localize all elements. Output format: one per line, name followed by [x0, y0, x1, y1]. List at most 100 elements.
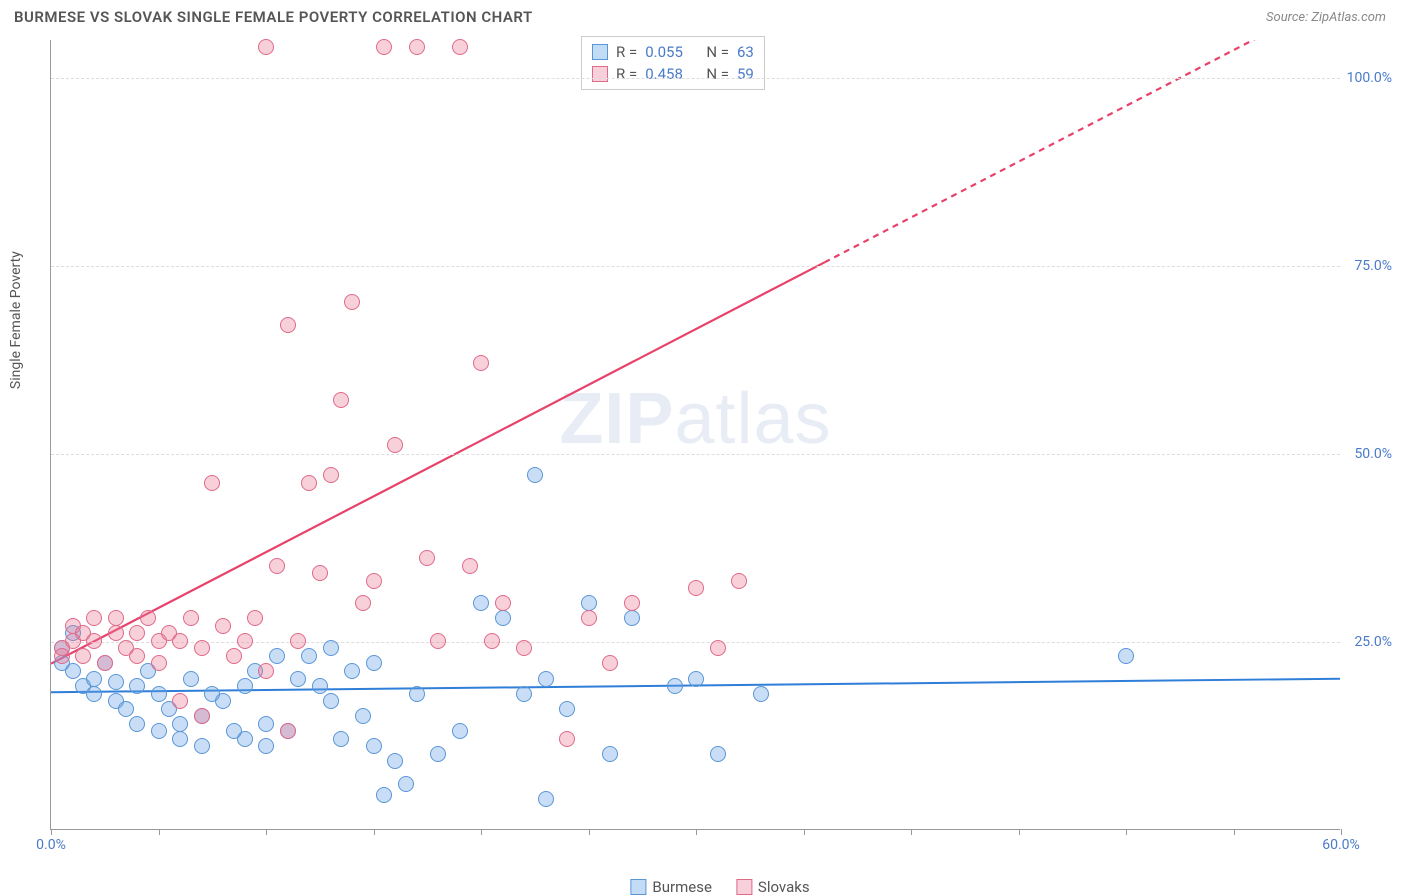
scatter-point	[344, 294, 360, 310]
scatter-point	[624, 595, 640, 611]
scatter-point	[215, 693, 231, 709]
scatter-point	[301, 648, 317, 664]
legend-stats-box: R =0.055 N =63R =0.458 N =59	[581, 36, 765, 90]
legend-label: Burmese	[652, 878, 712, 896]
scatter-point	[54, 648, 70, 664]
scatter-point	[430, 633, 446, 649]
scatter-point	[86, 671, 102, 687]
x-tick	[589, 829, 590, 835]
scatter-point	[1118, 648, 1134, 664]
scatter-point	[151, 723, 167, 739]
scatter-point	[581, 610, 597, 626]
x-tick	[481, 829, 482, 835]
scatter-point	[559, 701, 575, 717]
scatter-point	[258, 716, 274, 732]
scatter-point	[333, 392, 349, 408]
scatter-point	[602, 655, 618, 671]
scatter-point	[753, 686, 769, 702]
scatter-point	[710, 640, 726, 656]
scatter-point	[65, 663, 81, 679]
scatter-point	[108, 610, 124, 626]
scatter-point	[398, 776, 414, 792]
legend-swatch	[592, 44, 608, 60]
legend-swatch	[736, 879, 752, 895]
scatter-point	[151, 686, 167, 702]
scatter-point	[172, 633, 188, 649]
scatter-point	[688, 580, 704, 596]
scatter-point	[194, 738, 210, 754]
y-tick-label: 100.0%	[1347, 70, 1392, 86]
scatter-point	[108, 625, 124, 641]
scatter-point	[409, 686, 425, 702]
legend-item: Slovaks	[736, 878, 810, 896]
scatter-point	[495, 595, 511, 611]
scatter-point	[258, 39, 274, 55]
y-tick-label: 75.0%	[1354, 258, 1392, 274]
scatter-point	[290, 633, 306, 649]
scatter-point	[151, 655, 167, 671]
scatter-point	[237, 678, 253, 694]
x-tick	[266, 829, 267, 835]
scatter-point	[172, 693, 188, 709]
scatter-point	[387, 753, 403, 769]
gridline	[51, 454, 1340, 455]
scatter-point	[204, 475, 220, 491]
scatter-point	[140, 610, 156, 626]
scatter-point	[269, 648, 285, 664]
scatter-point	[333, 731, 349, 747]
scatter-point	[484, 633, 500, 649]
scatter-point	[559, 731, 575, 747]
y-tick-label: 25.0%	[1354, 634, 1392, 650]
scatter-point	[387, 437, 403, 453]
scatter-point	[312, 678, 328, 694]
y-axis-label: Single Female Poverty	[8, 251, 24, 389]
scatter-point	[376, 39, 392, 55]
trendline-dashed	[824, 40, 1340, 262]
r-value: 0.055	[645, 43, 683, 61]
scatter-point	[462, 558, 478, 574]
scatter-point	[183, 610, 199, 626]
scatter-point	[516, 640, 532, 656]
source-attribution: Source: ZipAtlas.com	[1266, 10, 1386, 25]
scatter-point	[452, 39, 468, 55]
r-label: R =	[616, 43, 637, 61]
scatter-point	[366, 655, 382, 671]
chart-title: BURMESE VS SLOVAK SINGLE FEMALE POVERTY …	[14, 8, 533, 26]
scatter-point	[344, 663, 360, 679]
scatter-point	[290, 671, 306, 687]
scatter-point	[581, 595, 597, 611]
y-tick-label: 50.0%	[1354, 446, 1392, 462]
scatter-point	[226, 648, 242, 664]
scatter-point	[516, 686, 532, 702]
scatter-point	[710, 746, 726, 762]
x-tick-label: 60.0%	[1322, 837, 1360, 853]
scatter-point	[280, 723, 296, 739]
x-tick	[159, 829, 160, 835]
scatter-point	[301, 475, 317, 491]
scatter-point	[667, 678, 683, 694]
scatter-point	[237, 731, 253, 747]
scatter-point	[376, 787, 392, 803]
n-label: N =	[706, 43, 729, 61]
scatter-point	[269, 558, 285, 574]
scatter-point	[624, 610, 640, 626]
legend-bottom: Burmese Slovaks	[630, 878, 809, 896]
legend-swatch	[592, 66, 608, 82]
scatter-point	[194, 640, 210, 656]
scatter-point	[473, 595, 489, 611]
scatter-point	[323, 640, 339, 656]
scatter-point	[452, 723, 468, 739]
chart-container: Single Female Poverty ZIPatlas R =0.055 …	[50, 40, 1390, 860]
scatter-point	[108, 674, 124, 690]
scatter-point	[237, 633, 253, 649]
scatter-point	[86, 686, 102, 702]
scatter-point	[419, 550, 435, 566]
scatter-point	[430, 746, 446, 762]
x-tick	[1234, 829, 1235, 835]
x-tick	[1126, 829, 1127, 835]
scatter-point	[602, 746, 618, 762]
r-value: 0.458	[645, 65, 683, 83]
n-value: 63	[737, 43, 754, 61]
scatter-point	[129, 678, 145, 694]
gridline	[51, 78, 1340, 79]
